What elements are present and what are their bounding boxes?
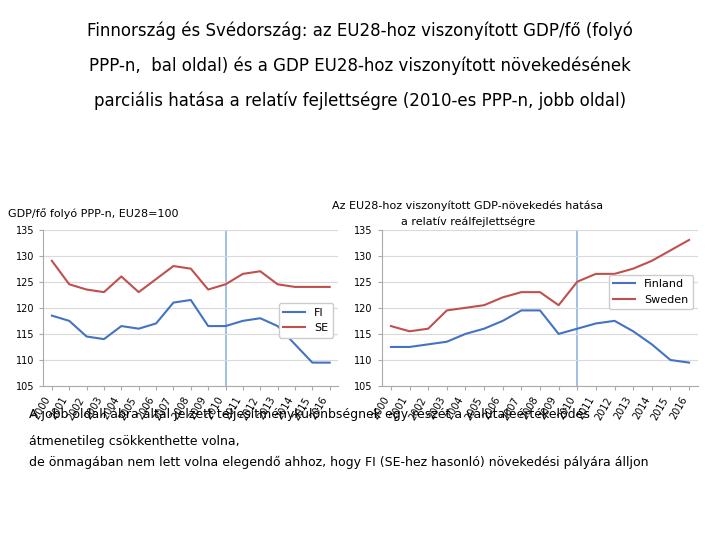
Finland [685,360,693,366]
SE [204,286,212,293]
Finland [536,307,544,314]
Legend: FI, SE: FI, SE [279,303,333,338]
Finland [573,326,582,332]
Text: GDP/fő folyó PPP-n, EU28=100: GDP/fő folyó PPP-n, EU28=100 [9,208,179,219]
SE [48,258,56,264]
Sweden [424,326,433,332]
FI [204,323,212,329]
Sweden [461,305,469,311]
Sweden [629,266,637,272]
SE [135,289,143,295]
FI [99,336,108,342]
SE [117,273,126,280]
Sweden [536,289,544,295]
FI [256,315,264,321]
Sweden [573,279,582,285]
FI [274,323,282,329]
SE [308,284,317,290]
Line: Sweden: Sweden [391,240,689,332]
SE [169,263,178,269]
SE [325,284,334,290]
FI [238,318,247,324]
Sweden [611,271,619,277]
SE [291,284,300,290]
FI [325,360,334,366]
FI [308,360,317,366]
Finland [611,318,619,324]
SE [274,281,282,288]
Finland [424,341,433,348]
SE [221,281,230,288]
Finland [666,357,675,363]
Finland [498,318,507,324]
Text: a relatív reálfejlettségre: a relatív reálfejlettségre [401,217,535,227]
Sweden [498,294,507,301]
SE [152,276,161,282]
Legend: Finland, Sweden: Finland, Sweden [608,275,693,309]
Finland [592,320,600,327]
Finland [405,344,414,350]
Sweden [387,323,395,329]
Sweden [592,271,600,277]
Line: Finland: Finland [391,310,689,363]
FI [135,326,143,332]
SE [99,289,108,295]
FI [221,323,230,329]
Sweden [666,247,675,254]
Sweden [685,237,693,243]
Sweden [405,328,414,335]
FI [48,313,56,319]
Finland [517,307,526,314]
SE [256,268,264,274]
Sweden [647,258,656,264]
Line: SE: SE [52,261,330,292]
Text: parciális hatása a relatív fejlettségre (2010-es PPP-n, jobb oldal): parciális hatása a relatív fejlettségre … [94,92,626,110]
FI [82,333,91,340]
SE [186,266,195,272]
SE [82,286,91,293]
Text: PPP-n,  bal oldal) és a GDP EU28-hoz viszonyított növekedésének: PPP-n, bal oldal) és a GDP EU28-hoz visz… [89,57,631,75]
Text: Finnország és Svédország: az EU28-hoz viszonyított GDP/fő (folyó: Finnország és Svédország: az EU28-hoz vi… [87,22,633,40]
FI [169,299,178,306]
FI [186,297,195,303]
Text: A jobb oldali ábra által jelzett teljesítménykülönbségnek egy részét a valutaleé: A jobb oldali ábra által jelzett teljesí… [29,408,590,421]
Finland [629,328,637,335]
Line: FI: FI [52,300,330,363]
FI [152,320,161,327]
Finland [647,341,656,348]
Sweden [480,302,488,308]
Sweden [443,307,451,314]
Text: Az EU28-hoz viszonyított GDP-növekedés hatása: Az EU28-hoz viszonyított GDP-növekedés h… [333,200,603,211]
FI [65,318,73,324]
Sweden [517,289,526,295]
FI [291,341,300,348]
FI [117,323,126,329]
Finland [461,330,469,337]
SE [65,281,73,288]
Sweden [554,302,563,308]
SE [238,271,247,277]
Finland [480,326,488,332]
Finland [387,344,395,350]
Text: de önmagában nem lett volna elegendő ahhoz, hogy FI (SE-hez hasonló) növekedési : de önmagában nem lett volna elegendő ahh… [29,456,648,469]
Text: átmenetileg csökkenthette volna,: átmenetileg csökkenthette volna, [29,435,240,448]
Finland [554,330,563,337]
Finland [443,339,451,345]
